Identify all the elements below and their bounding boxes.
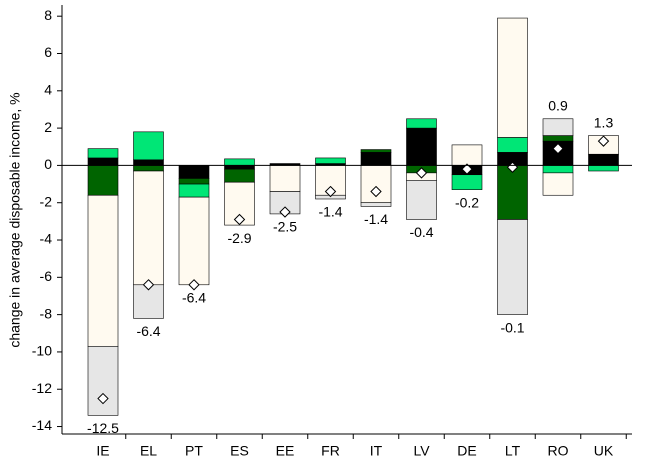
total-label: 1.3 xyxy=(594,114,614,130)
y-tick-label: -2 xyxy=(40,193,53,209)
bar-segment xyxy=(87,165,119,196)
bar-segment xyxy=(178,183,210,198)
bar-segment xyxy=(360,149,392,153)
bar-segment xyxy=(497,137,528,153)
bar-segment xyxy=(542,135,574,142)
bar-segment xyxy=(87,346,119,416)
bar-segment xyxy=(224,158,255,166)
bar-segment xyxy=(451,144,483,166)
bar-segment xyxy=(406,118,437,129)
y-tick-label: -8 xyxy=(40,305,53,321)
bar-segment xyxy=(178,178,210,185)
bar-segment xyxy=(542,172,574,196)
total-label: -0.4 xyxy=(409,224,433,240)
y-tick-label: 6 xyxy=(44,44,52,60)
y-tick-label: -10 xyxy=(32,343,52,359)
total-label: 0.9 xyxy=(548,97,568,113)
bar-segment xyxy=(224,168,255,183)
total-marker xyxy=(597,135,610,147)
total-label: -6.4 xyxy=(182,289,206,305)
x-tick-label: DE xyxy=(457,443,476,459)
bar-segment xyxy=(133,165,164,172)
bar-segment xyxy=(178,196,210,286)
bar-segment xyxy=(588,165,619,172)
total-marker xyxy=(461,163,473,175)
y-tick-label: 4 xyxy=(44,82,52,98)
total-label: -12.5 xyxy=(87,420,119,436)
y-axis-label: change in average disposable income, % xyxy=(7,92,23,347)
bar-segment xyxy=(588,153,619,166)
bar-segment xyxy=(315,157,346,164)
total-marker xyxy=(279,206,291,218)
y-tick-label: -4 xyxy=(40,231,53,247)
total-marker xyxy=(552,142,564,155)
x-tick-label: EL xyxy=(140,443,157,459)
bar-segment xyxy=(406,127,437,166)
bar-segment xyxy=(133,131,164,161)
x-tick-label: PT xyxy=(185,443,203,459)
total-marker xyxy=(233,213,246,226)
x-tick-label: IT xyxy=(370,443,383,459)
x-tick-label: EE xyxy=(276,443,295,459)
bar-segment xyxy=(269,165,301,192)
y-tick-label: 2 xyxy=(44,119,52,135)
bar-segment xyxy=(87,148,119,159)
total-marker xyxy=(188,279,200,291)
total-marker xyxy=(324,185,337,198)
y-tick-label: 0 xyxy=(44,156,52,172)
bar-segment xyxy=(133,170,164,286)
total-label: -6.4 xyxy=(136,323,160,339)
y-tick-label: -6 xyxy=(40,268,53,284)
x-tick-label: LV xyxy=(413,443,430,459)
bar-segment xyxy=(406,180,437,220)
y-tick-label: 8 xyxy=(44,7,52,23)
bar-segment xyxy=(133,159,164,166)
bar-segment xyxy=(497,219,528,315)
x-tick-label: IE xyxy=(96,443,109,459)
bar-segment xyxy=(497,17,528,138)
total-label: -0.1 xyxy=(500,319,524,335)
total-label: -2.9 xyxy=(227,230,251,246)
bar-segment xyxy=(87,157,119,166)
total-marker xyxy=(370,185,382,198)
bar-segment xyxy=(224,165,255,170)
x-tick-label: LT xyxy=(505,443,521,459)
bar-segment xyxy=(360,202,392,207)
bar-segment xyxy=(451,174,483,190)
bar-segment xyxy=(360,152,392,166)
bar-segment xyxy=(497,165,528,220)
bar-segment xyxy=(178,165,210,179)
x-tick-label: FR xyxy=(321,443,340,459)
x-tick-label: RO xyxy=(548,443,569,459)
bar-segment xyxy=(87,194,119,347)
y-tick-label: -12 xyxy=(32,380,52,396)
total-marker xyxy=(415,167,428,179)
total-label: -1.4 xyxy=(364,211,388,227)
bar-segment xyxy=(542,118,574,136)
total-marker xyxy=(97,392,109,405)
total-label: -2.5 xyxy=(273,219,297,235)
bar-segment xyxy=(542,165,574,174)
y-tick-label: -14 xyxy=(32,417,52,433)
total-marker xyxy=(142,279,155,291)
x-tick-label: ES xyxy=(230,443,249,459)
total-label: -1.4 xyxy=(318,204,342,220)
x-tick-label: UK xyxy=(594,443,614,459)
total-label: -0.2 xyxy=(455,194,479,210)
